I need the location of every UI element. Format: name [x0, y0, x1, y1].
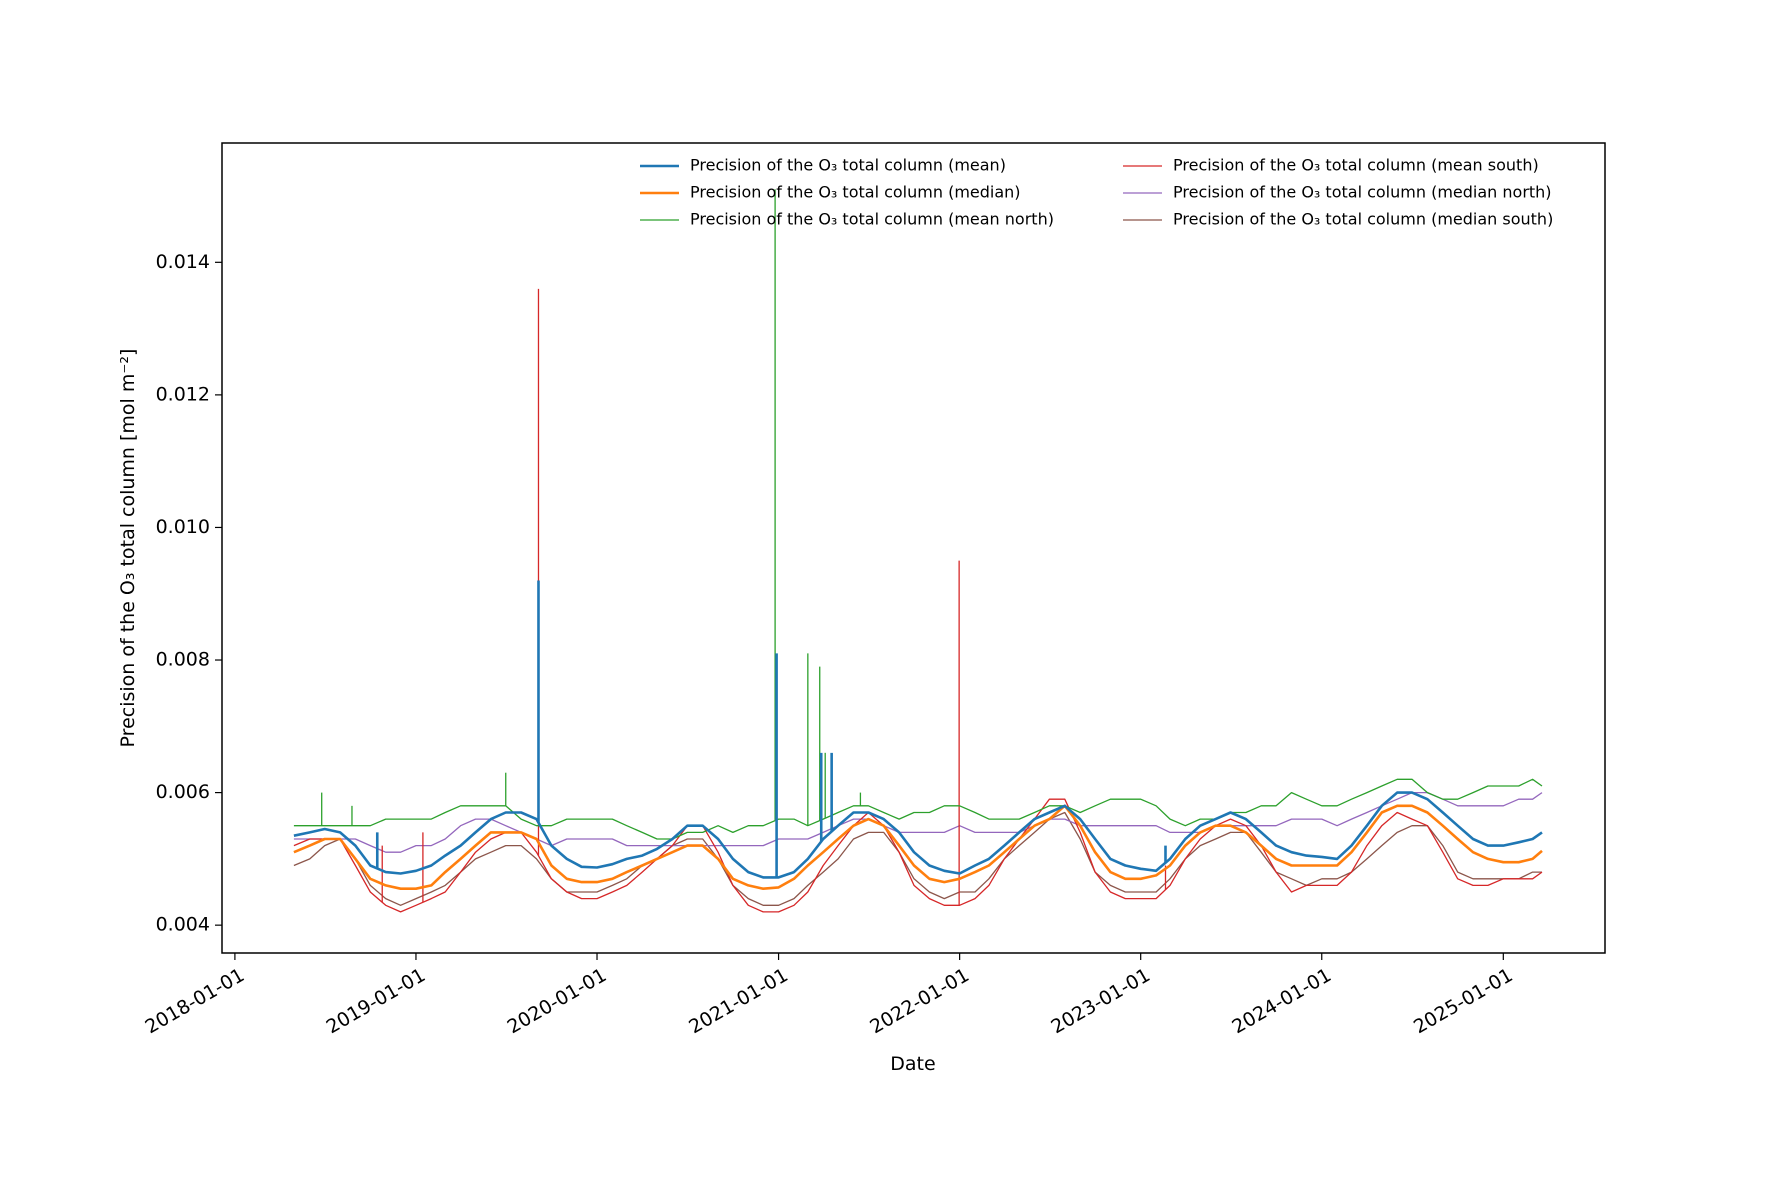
series-layer	[293, 189, 1543, 913]
y-tick-label: 0.004	[156, 914, 210, 936]
y-tick-label: 0.012	[156, 383, 210, 405]
y-tick-label: 0.014	[156, 251, 210, 273]
legend-item-3: Precision of the O₃ total column (mean n…	[640, 210, 1054, 229]
y-tick-label: 0.008	[156, 649, 210, 671]
legend-label: Precision of the O₃ total column (median…	[1173, 183, 1552, 202]
series-line	[293, 791, 1543, 853]
series-6	[293, 811, 1542, 906]
legend-label: Precision of the O₃ total column (mean)	[690, 156, 1006, 175]
axes-frame	[221, 142, 1606, 954]
y-tick-label: 0.006	[156, 781, 210, 803]
legend-label: Precision of the O₃ total column (mean s…	[1173, 156, 1539, 175]
x-axis-label: Date	[890, 1053, 935, 1075]
y-axis: 0.004 0.006 0.008 0.010 0.012 0.014	[156, 251, 222, 936]
legend-item-2: Precision of the O₃ total column (median…	[640, 183, 1021, 202]
legend-label: Precision of the O₃ total column (median…	[690, 183, 1021, 202]
series-1	[293, 580, 1543, 879]
series-line	[293, 804, 1543, 890]
series-line	[293, 791, 1543, 879]
series-line	[293, 811, 1542, 906]
legend-item-4: Precision of the O₃ total column (mean s…	[1123, 156, 1539, 175]
y-tick-label: 0.010	[156, 516, 210, 538]
series-line	[293, 778, 1543, 840]
legend-label: Precision of the O₃ total column (mean n…	[690, 210, 1054, 229]
y-axis-label: Precision of the O₃ total column [mol m⁻…	[117, 349, 139, 748]
legend-label: Precision of the O₃ total column (median…	[1173, 210, 1553, 229]
series-2	[293, 804, 1543, 890]
legend: Precision of the O₃ total column (mean) P…	[640, 156, 1553, 229]
legend-item-6: Precision of the O₃ total column (median…	[1123, 210, 1553, 229]
plot-area	[222, 143, 1605, 953]
series-3	[293, 189, 1543, 840]
series-5	[293, 791, 1543, 853]
legend-item-5: Precision of the O₃ total column (median…	[1123, 183, 1552, 202]
legend-item-1: Precision of the O₃ total column (mean)	[640, 156, 1006, 175]
